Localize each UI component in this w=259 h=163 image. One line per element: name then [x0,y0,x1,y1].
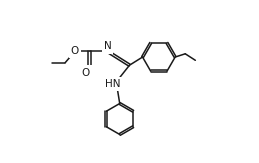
Text: O: O [82,67,90,78]
Text: O: O [71,46,79,56]
Text: N: N [104,41,111,52]
Text: HN: HN [105,79,121,89]
